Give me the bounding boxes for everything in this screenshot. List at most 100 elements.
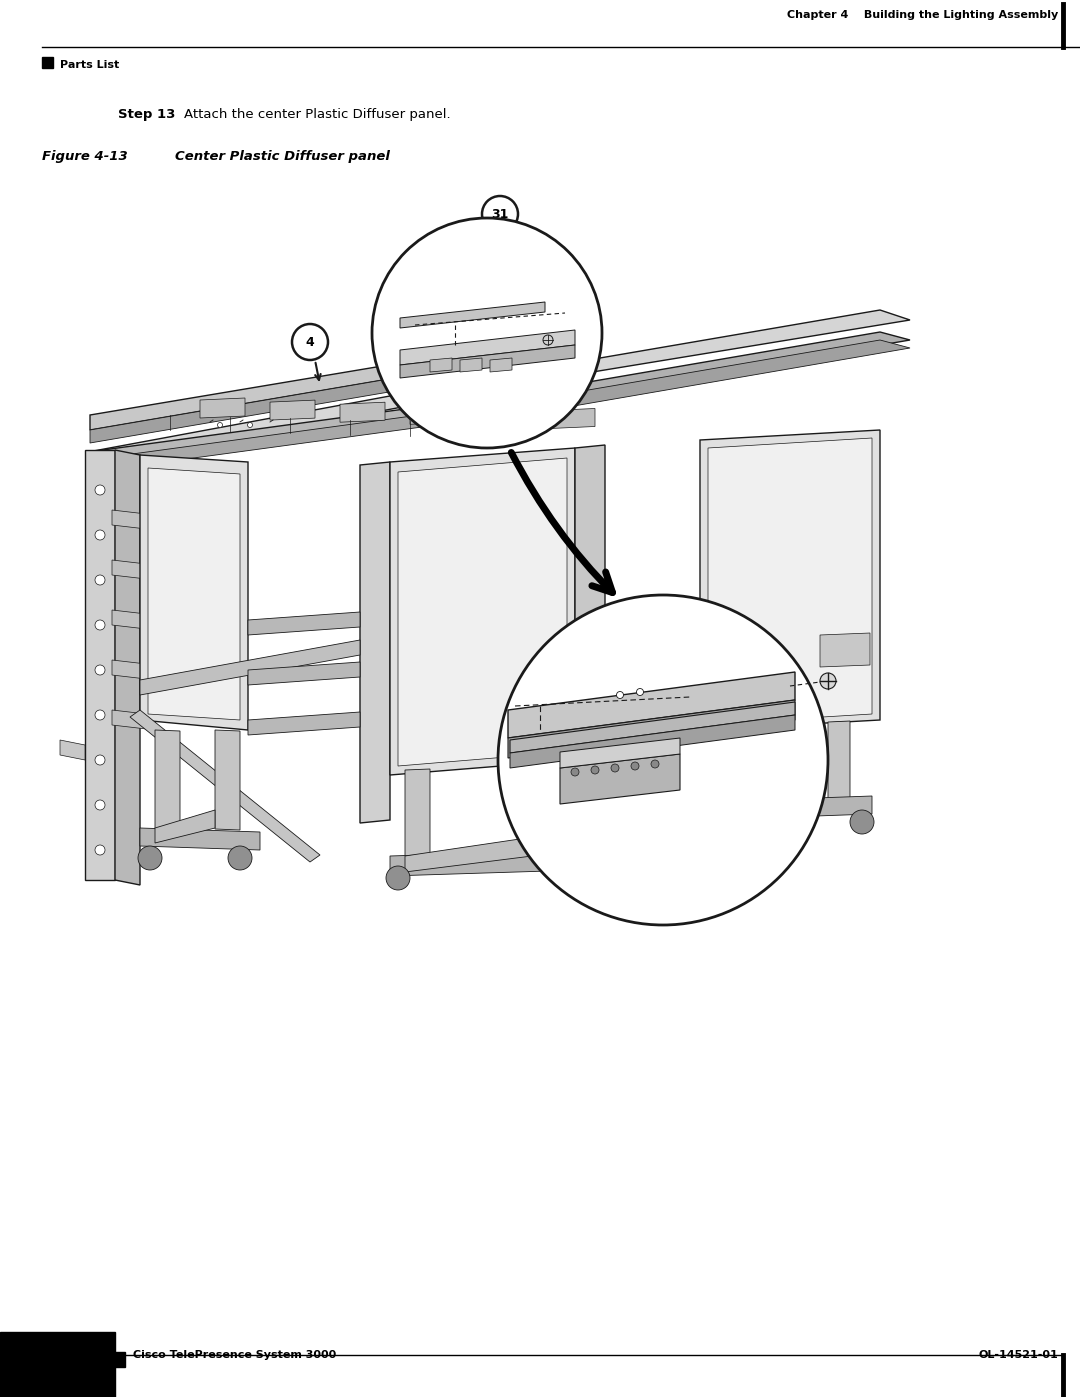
Circle shape [498, 595, 828, 925]
Polygon shape [720, 638, 770, 672]
Circle shape [617, 692, 623, 698]
Polygon shape [490, 358, 512, 372]
Circle shape [571, 768, 579, 775]
Polygon shape [130, 710, 320, 862]
Text: OL-14521-01: OL-14521-01 [978, 1350, 1058, 1361]
Circle shape [95, 485, 105, 495]
Polygon shape [540, 768, 565, 861]
Text: Step 13: Step 13 [118, 108, 175, 122]
Text: Cisco TelePresence System 3000: Cisco TelePresence System 3000 [133, 1350, 336, 1361]
Polygon shape [561, 754, 680, 805]
Circle shape [247, 422, 253, 427]
Circle shape [138, 847, 162, 870]
Polygon shape [530, 332, 910, 400]
Polygon shape [530, 339, 910, 408]
Polygon shape [718, 721, 740, 806]
Polygon shape [340, 402, 384, 422]
Circle shape [217, 422, 222, 427]
Text: 4-16: 4-16 [37, 1370, 78, 1389]
Polygon shape [112, 610, 156, 630]
Text: Chapter 4    Building the Lighting Assembly: Chapter 4 Building the Lighting Assembly [786, 10, 1058, 20]
Polygon shape [700, 430, 880, 731]
Circle shape [386, 866, 410, 890]
Circle shape [292, 324, 328, 360]
Polygon shape [148, 468, 240, 719]
Polygon shape [270, 400, 315, 420]
Polygon shape [200, 398, 245, 418]
Circle shape [820, 673, 836, 689]
Bar [42, 57, 53, 68]
Polygon shape [828, 721, 850, 806]
Text: Parts List: Parts List [60, 60, 119, 70]
Circle shape [700, 810, 724, 834]
Circle shape [556, 866, 580, 890]
Polygon shape [156, 731, 180, 830]
Circle shape [95, 845, 105, 855]
Circle shape [95, 800, 105, 810]
Polygon shape [87, 393, 562, 460]
Circle shape [228, 847, 252, 870]
Polygon shape [400, 345, 575, 379]
Polygon shape [140, 828, 260, 849]
Polygon shape [60, 740, 85, 760]
Polygon shape [410, 404, 455, 425]
Polygon shape [405, 835, 540, 872]
Circle shape [631, 761, 639, 770]
Polygon shape [248, 712, 360, 735]
Polygon shape [460, 358, 482, 372]
Polygon shape [561, 738, 680, 768]
Polygon shape [510, 703, 795, 753]
Text: 31: 31 [491, 208, 509, 221]
Circle shape [95, 754, 105, 766]
Circle shape [850, 810, 874, 834]
Polygon shape [87, 370, 562, 460]
Polygon shape [820, 633, 870, 666]
Circle shape [95, 529, 105, 541]
Text: 4: 4 [306, 335, 314, 348]
Polygon shape [575, 446, 605, 760]
Polygon shape [248, 612, 360, 636]
Polygon shape [85, 450, 114, 880]
Polygon shape [400, 302, 545, 328]
Circle shape [482, 196, 518, 232]
Circle shape [543, 335, 553, 345]
Circle shape [95, 665, 105, 675]
Text: 201137: 201137 [740, 837, 748, 869]
Circle shape [95, 576, 105, 585]
Polygon shape [140, 640, 360, 694]
Polygon shape [430, 358, 453, 372]
Polygon shape [112, 659, 156, 680]
Polygon shape [405, 768, 430, 861]
Polygon shape [704, 796, 872, 820]
Text: Figure 4-13: Figure 4-13 [42, 149, 127, 163]
Polygon shape [390, 448, 575, 775]
Polygon shape [480, 407, 525, 426]
Polygon shape [508, 700, 795, 759]
Polygon shape [360, 462, 390, 823]
Polygon shape [140, 455, 248, 731]
Polygon shape [550, 408, 595, 429]
Circle shape [372, 218, 602, 448]
Bar [114, 1352, 125, 1368]
Polygon shape [90, 372, 430, 443]
Polygon shape [112, 710, 156, 731]
Polygon shape [708, 439, 872, 724]
Polygon shape [156, 810, 215, 842]
Bar [0, 1331, 114, 1397]
Polygon shape [390, 849, 580, 876]
Polygon shape [399, 458, 567, 766]
Text: Attach the center Plastic Diffuser panel.: Attach the center Plastic Diffuser panel… [184, 108, 450, 122]
Circle shape [611, 764, 619, 773]
Circle shape [591, 766, 599, 774]
Polygon shape [400, 330, 575, 365]
Polygon shape [215, 731, 240, 830]
Polygon shape [248, 662, 360, 685]
Circle shape [651, 760, 659, 768]
Circle shape [636, 689, 644, 696]
Polygon shape [508, 672, 795, 738]
Polygon shape [530, 310, 910, 377]
Polygon shape [114, 450, 140, 886]
Polygon shape [90, 358, 430, 430]
Polygon shape [112, 510, 156, 529]
Polygon shape [510, 715, 795, 768]
